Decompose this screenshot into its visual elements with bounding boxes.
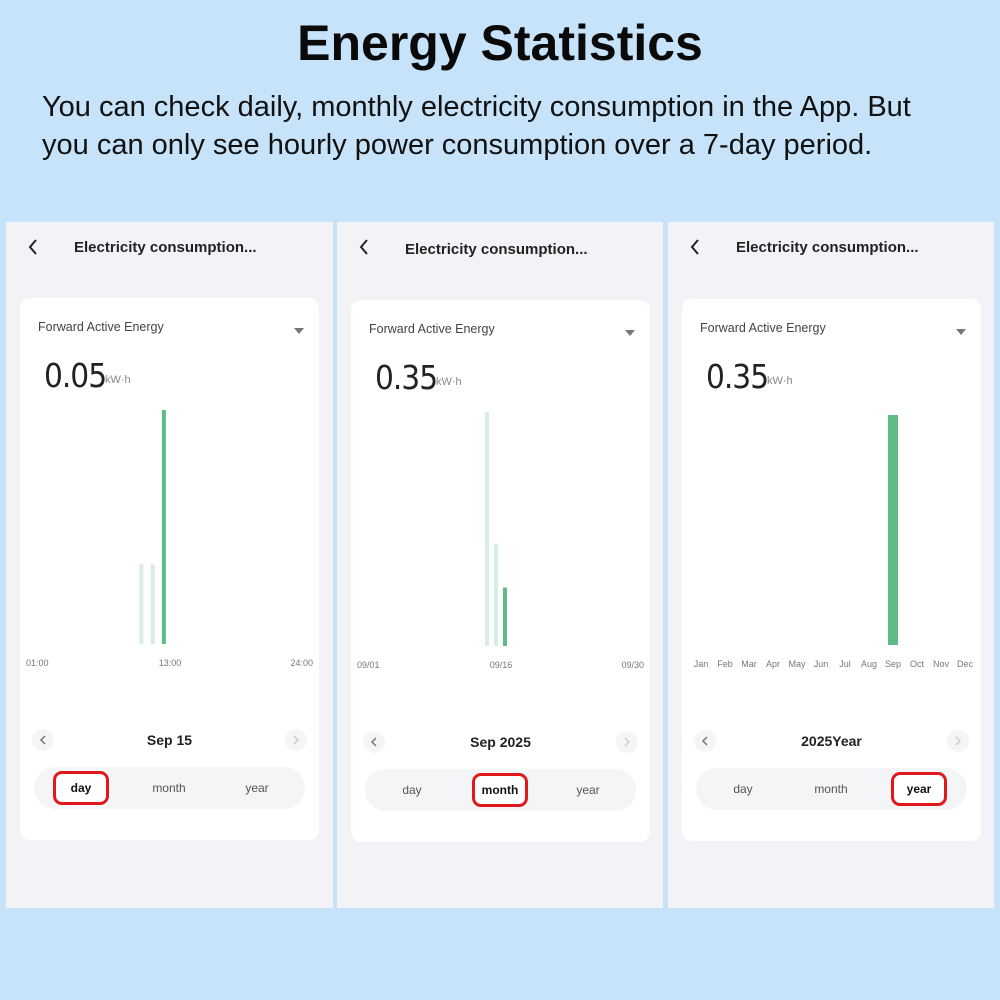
screen-month: Electricity consumption... Forward Activ… (337, 222, 663, 908)
screen-title: Electricity consumption... (405, 241, 588, 258)
x-tick-label: Aug (861, 659, 877, 669)
x-tick-label: Apr (766, 659, 780, 669)
x-tick-label: 01:00 (26, 658, 49, 668)
x-tick-label: Jun (814, 659, 829, 669)
x-tick-label: May (788, 659, 806, 669)
period-label: Sep 15 (146, 732, 193, 748)
subtitle-line-1: You can check daily, monthly electricity… (42, 91, 911, 123)
energy-card: Forward Active Energy 0.35 kW·h Jan Feb Ma… (682, 299, 981, 841)
subtitle-line-2: you can only see hourly power consumptio… (42, 129, 873, 161)
energy-chart: 01:00 13:00 24:00 (26, 410, 313, 668)
period-label: Sep 2025 (470, 734, 531, 750)
chevron-down-icon[interactable] (624, 324, 636, 336)
tab-month[interactable]: month (814, 782, 848, 796)
x-tick-label: Dec (957, 659, 974, 669)
period-tabs: day month year (365, 769, 636, 811)
x-tick-label: Feb (717, 659, 733, 669)
chart-bar[interactable] (485, 412, 490, 646)
prev-period-button[interactable] (32, 729, 54, 751)
prev-period-button[interactable] (694, 730, 716, 752)
next-period-button[interactable] (947, 730, 969, 752)
x-tick-label: 13:00 (159, 658, 182, 668)
chevron-down-icon[interactable] (293, 322, 305, 334)
x-tick-label: Oct (910, 659, 925, 669)
page-subtitle: You can check daily, monthly electricity… (42, 88, 972, 164)
back-arrow-icon[interactable] (684, 236, 706, 258)
period-nav: Sep 2025 (351, 728, 650, 756)
period-tabs: day month year (34, 767, 305, 809)
x-tick-label: Sep (885, 659, 901, 669)
next-period-button[interactable] (616, 731, 638, 753)
screen-title: Electricity consumption... (74, 239, 257, 256)
energy-chart: 09/01 09/16 09/30 (357, 412, 644, 670)
x-tick-label: 09/16 (490, 660, 513, 670)
x-tick-label: 09/30 (621, 660, 644, 670)
screen-year: Electricity consumption... Forward Activ… (668, 222, 994, 908)
metric-selector-label[interactable]: Forward Active Energy (700, 321, 826, 335)
back-arrow-icon[interactable] (353, 236, 375, 258)
energy-unit: kW·h (105, 374, 131, 386)
page-title: Energy Statistics (297, 15, 703, 71)
x-tick-label: 09/01 (357, 660, 380, 670)
energy-value: 0.05 (44, 356, 107, 395)
chart-bar[interactable] (139, 564, 144, 644)
chevron-down-icon[interactable] (955, 323, 967, 335)
tab-year[interactable]: year (245, 781, 269, 795)
x-tick-label: 24:00 (290, 658, 313, 668)
prev-period-button[interactable] (363, 731, 385, 753)
x-tick-label: Jan (694, 659, 709, 669)
tab-year[interactable]: year (576, 783, 600, 797)
tab-year[interactable]: year (874, 768, 964, 810)
tab-day[interactable]: day (733, 782, 753, 796)
energy-unit: kW·h (436, 376, 462, 388)
chart-bar[interactable] (161, 410, 166, 644)
x-tick-label: Jul (839, 659, 851, 669)
x-tick-label: Nov (933, 659, 950, 669)
period-nav: 2025Year (682, 727, 981, 755)
chart-bar[interactable] (150, 564, 155, 644)
back-arrow-icon[interactable] (22, 236, 44, 258)
metric-selector-label[interactable]: Forward Active Energy (38, 320, 164, 334)
screen-day: Electricity consumption... Forward Activ… (6, 222, 333, 908)
energy-chart: Jan Feb Mar Apr May Jun Jul Aug Sep Oct Nov Dec (694, 415, 974, 669)
screen-title: Electricity consumption... (736, 239, 919, 256)
tab-day[interactable]: day (402, 783, 422, 797)
tab-month[interactable]: month (455, 769, 545, 811)
tab-day[interactable]: day (36, 767, 126, 809)
chart-bar[interactable] (888, 415, 898, 645)
metric-selector-label[interactable]: Forward Active Energy (369, 322, 495, 336)
next-period-button[interactable] (285, 729, 307, 751)
period-label: 2025Year (801, 733, 862, 749)
chart-bar[interactable] (502, 587, 507, 647)
chart-bar[interactable] (494, 543, 499, 646)
period-tabs: day month year (696, 768, 967, 810)
energy-unit: kW·h (767, 375, 793, 387)
energy-value: 0.35 (706, 357, 769, 396)
tab-month[interactable]: month (152, 781, 186, 795)
x-tick-label: Mar (741, 659, 757, 669)
energy-card: Forward Active Energy 0.35 kW·h 09/01 09/… (351, 300, 650, 842)
energy-card: Forward Active Energy 0.05 kW·h 01:00 13:… (20, 298, 319, 840)
period-nav: Sep 15 (20, 726, 319, 754)
energy-value: 0.35 (375, 358, 438, 397)
